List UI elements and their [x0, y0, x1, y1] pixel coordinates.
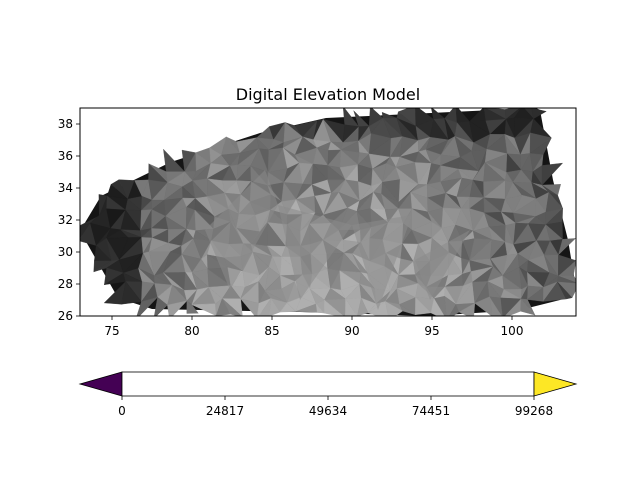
- surface-triangle: [269, 297, 281, 316]
- colorbar-body: [121, 371, 535, 397]
- elevation-surface: [80, 108, 576, 316]
- surface-triangle: [489, 296, 502, 316]
- surface-triangle: [323, 299, 344, 316]
- x-tick-label: 75: [104, 324, 119, 338]
- surface-triangle: [121, 281, 142, 305]
- y-tick-label: 32: [58, 213, 73, 227]
- colorbar-tick-label: 49634: [309, 404, 347, 418]
- x-tick-label: 85: [264, 324, 279, 338]
- surface-facet: [352, 215, 412, 310]
- colorbar-tick-label: 24817: [206, 404, 244, 418]
- plot-frame: [79, 107, 577, 317]
- surface-triangle: [430, 297, 445, 316]
- surface-triangle: [136, 296, 159, 316]
- colorbar-ticks: 0 24817 49634 74451 99268: [118, 396, 553, 418]
- surface-triangle: [357, 297, 369, 316]
- surface-facet: [278, 205, 352, 300]
- surface-triangle: [558, 238, 576, 256]
- surface-triangle: [222, 298, 243, 316]
- surface-triangle: [557, 281, 573, 300]
- y-tick-label: 38: [58, 117, 73, 131]
- surface-triangle: [167, 300, 188, 316]
- colorbar-tick-label: 74451: [412, 404, 450, 418]
- surface-triangle: [541, 162, 564, 186]
- surface-triangle: [531, 108, 547, 120]
- surface-triangle: [345, 298, 358, 316]
- surface-facet: [415, 230, 470, 300]
- y-tick-label: 26: [58, 309, 73, 323]
- y-tick-label: 36: [58, 149, 73, 163]
- surface-triangle: [415, 297, 432, 315]
- y-tick-label: 28: [58, 277, 73, 291]
- colorbar: 0 24817 49634 74451 99268: [78, 371, 578, 418]
- surface-triangle: [458, 302, 476, 316]
- surface-triangle: [186, 300, 199, 314]
- surface-triangle: [520, 298, 536, 316]
- y-axis: 26 28 30 32 34 36 38: [58, 117, 80, 323]
- colorbar-tick-label: 0: [118, 404, 126, 418]
- x-tick-label: 95: [424, 324, 439, 338]
- chart-title: Digital Elevation Model: [236, 85, 420, 104]
- x-tick-label: 90: [344, 324, 359, 338]
- surface-triangle: [315, 303, 325, 314]
- x-axis: 75 80 85 90 95 100: [104, 316, 523, 338]
- surface-facet: [205, 205, 278, 290]
- x-tick-label: 80: [184, 324, 199, 338]
- x-tick-label: 100: [501, 324, 524, 338]
- colorbar-over-arrow: [533, 371, 578, 397]
- surface-triangle: [399, 303, 416, 315]
- y-tick-label: 30: [58, 245, 73, 259]
- surface-facet: [205, 170, 278, 230]
- surface-triangle: [154, 296, 168, 316]
- y-tick-label: 34: [58, 181, 73, 195]
- colorbar-tick-label: 99268: [515, 404, 553, 418]
- surface-triangle: [279, 302, 297, 313]
- colorbar-under-arrow: [78, 371, 123, 397]
